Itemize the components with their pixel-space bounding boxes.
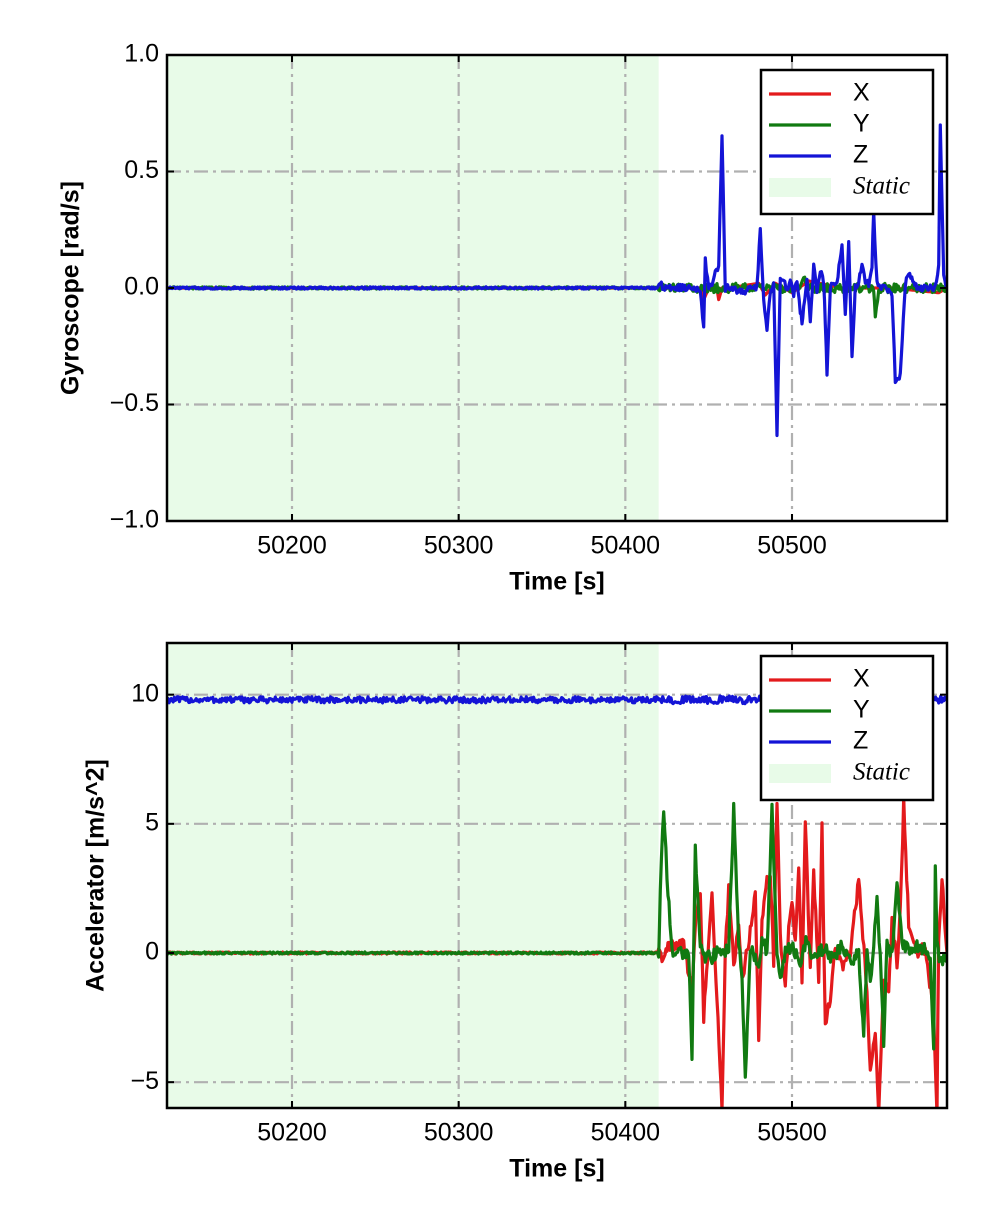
x-tick-label: 50300 [424,532,494,560]
y-tick-label: 0 [145,938,159,966]
y-axis-label: Accelerator [m/s^2] [82,759,110,992]
x-axis-label: Time [s] [509,1155,604,1183]
x-tick-label: 50300 [424,1119,494,1147]
legend-label-z: Z [853,141,868,169]
x-tick-label: 50200 [257,1119,327,1147]
legend-label-static: Static [853,759,910,786]
grid [167,643,947,1108]
legend-label-static: Static [853,173,910,200]
legend-swatch-static [769,764,831,783]
static-region [167,643,659,1108]
series-line-y [167,801,947,1079]
legend-label-x: X [853,79,870,107]
x-tick-label: 50400 [591,532,661,560]
legend-label-y: Y [853,110,870,138]
y-tick-label: 10 [131,679,159,707]
y-tick-label: 1.0 [124,40,159,68]
legend: XYZ Static [759,68,935,216]
x-tick-label: 50500 [757,1119,827,1147]
gyroscope-chart: 50200 50300 50400 50500 −1.0 −0.5 0.0 0.5 1.0 Tim… [57,40,949,596]
y-tick-label: 0.5 [124,156,159,184]
x-axis-label: Time [s] [509,568,604,596]
y-tick-label: −1.0 [110,506,159,534]
legend-label-y: Y [853,696,870,724]
y-tick-label: 0.0 [124,273,159,301]
series-group [167,123,947,438]
series-line-z [167,123,947,438]
legend: XYZ Static [759,654,935,802]
legend-swatch-static [769,178,831,197]
legend-label-z: Z [853,727,868,755]
y-tick-label: −5 [130,1067,159,1095]
y-tick-label: −0.5 [110,389,159,417]
x-tick-label: 50400 [591,1119,661,1147]
y-axis-label: Gyroscope [rad/s] [57,181,85,395]
y-tick-label: 5 [145,808,159,836]
legend-label-x: X [853,665,870,693]
x-tick-label: 50200 [257,532,327,560]
plot-frame [165,641,949,1110]
accelerometer-chart: 50200 50300 50400 50500 −5 0 5 10 Time [s] Accele… [82,641,949,1183]
x-tick-label: 50500 [757,532,827,560]
